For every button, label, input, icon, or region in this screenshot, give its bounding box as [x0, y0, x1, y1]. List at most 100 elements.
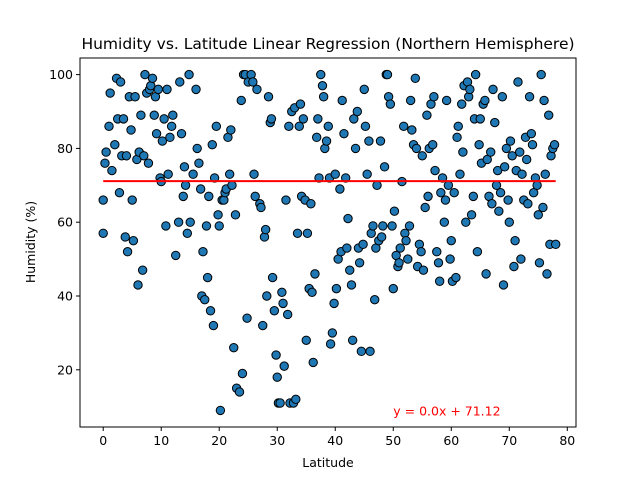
data-point: [313, 114, 323, 124]
data-point: [266, 114, 277, 124]
data-point: [528, 187, 539, 198]
data-point: [105, 88, 115, 98]
data-point: [281, 195, 291, 205]
data-point: [140, 69, 150, 80]
data-point: [337, 95, 347, 106]
data-point: [321, 136, 332, 146]
x-axis: 0 10 20 30 40 50 60 70 80: [99, 427, 575, 448]
data-point: [302, 228, 313, 238]
data-point: [224, 169, 235, 179]
data-point: [128, 235, 139, 246]
data-point: [260, 224, 271, 235]
data-point: [385, 99, 396, 109]
data-point: [275, 398, 285, 408]
data-point: [364, 136, 374, 146]
data-point: [354, 258, 365, 268]
data-point: [195, 184, 206, 194]
x-tick-label: 60: [443, 433, 459, 448]
data-point: [534, 258, 545, 268]
data-point: [401, 235, 411, 246]
data-point: [227, 180, 237, 191]
data-point: [490, 117, 500, 128]
data-point: [449, 187, 459, 198]
data-point: [325, 339, 336, 349]
data-point: [510, 235, 520, 246]
regression-equation-label: y = 0.0x + 71.12: [393, 403, 500, 418]
data-point: [327, 328, 338, 338]
data-point: [379, 162, 390, 172]
data-point: [523, 199, 533, 209]
data-point: [133, 280, 143, 290]
data-point: [101, 147, 111, 157]
data-point: [362, 169, 372, 179]
data-point: [349, 114, 359, 124]
data-point: [277, 287, 287, 298]
x-tick-label: 50: [385, 433, 401, 448]
data-point: [434, 276, 445, 286]
axes-frame: [79, 57, 577, 428]
data-point: [372, 180, 382, 191]
data-point: [495, 187, 506, 198]
data-point: [443, 180, 454, 191]
data-point: [399, 121, 409, 131]
data-point: [499, 162, 510, 172]
data-point: [278, 298, 288, 309]
y-tick-label: 20: [57, 362, 73, 377]
data-point: [329, 298, 339, 309]
data-point: [475, 114, 485, 124]
data-point: [316, 69, 326, 80]
data-point: [178, 191, 188, 202]
data-point: [345, 265, 355, 275]
y-tick-label: 60: [57, 215, 73, 230]
data-point: [143, 158, 154, 168]
data-point: [524, 92, 535, 102]
data-point: [365, 346, 375, 357]
data-point: [214, 221, 224, 231]
data-point: [242, 313, 252, 323]
data-point: [200, 294, 210, 305]
data-point: [439, 217, 450, 227]
data-point: [488, 84, 498, 95]
data-point: [198, 247, 208, 257]
data-point: [532, 180, 542, 191]
data-point: [110, 140, 120, 150]
x-tick-label: 80: [559, 433, 575, 448]
y-tick-label: 80: [57, 141, 73, 156]
data-point: [445, 254, 455, 264]
data-point: [420, 202, 430, 213]
data-point: [542, 269, 552, 279]
x-tick-label: 10: [153, 433, 169, 448]
data-point: [291, 394, 301, 405]
data-point: [165, 132, 175, 143]
data-point: [258, 320, 268, 331]
data-point: [480, 95, 490, 106]
data-point: [538, 202, 548, 213]
data-point: [179, 162, 190, 172]
data-point: [405, 95, 416, 106]
data-point: [310, 269, 320, 279]
data-point: [149, 110, 159, 120]
data-point: [182, 228, 193, 238]
data-point: [526, 128, 537, 139]
data-point: [157, 136, 168, 146]
data-point: [330, 169, 340, 179]
data-point: [403, 254, 413, 264]
data-point: [417, 151, 427, 161]
data-point: [204, 191, 214, 202]
data-point: [171, 250, 181, 261]
data-point: [282, 309, 293, 320]
data-point: [470, 69, 481, 80]
data-point: [122, 247, 133, 257]
data-point: [359, 84, 369, 95]
data-point: [166, 121, 177, 131]
data-point: [501, 143, 512, 154]
data-point: [536, 69, 546, 80]
data-point: [168, 110, 178, 120]
data-point: [294, 121, 304, 131]
data-point: [455, 169, 465, 179]
data-point: [205, 306, 216, 316]
data-point: [100, 158, 110, 168]
data-point: [416, 247, 426, 257]
